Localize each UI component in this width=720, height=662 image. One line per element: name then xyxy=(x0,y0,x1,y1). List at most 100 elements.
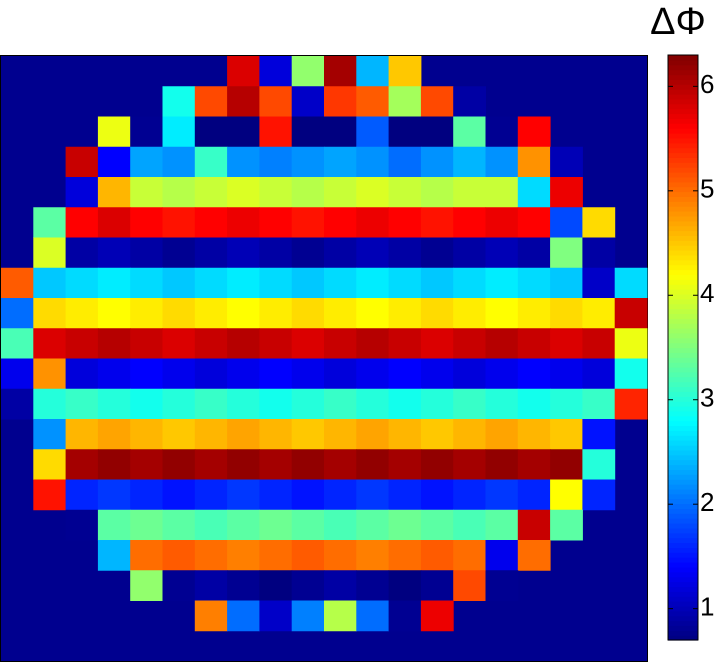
heatmap-cell xyxy=(97,207,131,238)
heatmap-cell xyxy=(130,509,163,541)
heatmap-cell xyxy=(485,146,519,178)
heatmap-cell xyxy=(517,207,551,238)
heatmap-cell xyxy=(291,600,325,632)
heatmap-cell xyxy=(259,237,293,269)
heatmap-cell xyxy=(291,207,325,238)
heatmap-cell xyxy=(388,358,422,390)
colorbar-segment xyxy=(668,347,698,353)
heatmap-cell xyxy=(259,419,293,450)
heatmap-cell xyxy=(97,540,131,571)
heatmap-cell xyxy=(162,570,196,601)
heatmap-cell xyxy=(259,177,293,208)
heatmap-cell xyxy=(1,388,34,420)
heatmap-cell xyxy=(420,267,454,299)
heatmap-cell xyxy=(388,328,422,359)
colorbar-segment xyxy=(668,635,698,641)
colorbar-segment xyxy=(668,323,698,329)
heatmap-cell xyxy=(356,570,390,601)
colorbar-segment xyxy=(668,523,698,529)
colorbar-segment xyxy=(668,245,698,251)
heatmap-cell xyxy=(453,177,486,208)
colorbar-segment xyxy=(668,284,698,290)
heatmap-cell xyxy=(97,388,131,420)
colorbar-segment xyxy=(668,279,698,285)
heatmap-cell xyxy=(550,298,583,329)
heatmap-cell xyxy=(194,358,228,390)
colorbar-segment xyxy=(668,406,698,412)
heatmap-cell xyxy=(324,298,357,329)
heatmap-cell xyxy=(194,388,228,420)
colorbar-segment xyxy=(668,69,698,76)
heatmap-cell xyxy=(453,479,486,511)
heatmap-cell xyxy=(356,298,390,329)
heatmap-cell xyxy=(130,358,163,390)
colorbar-segment xyxy=(668,474,698,480)
heatmap-cell xyxy=(227,570,260,601)
heatmap-cell xyxy=(97,328,131,359)
colorbar-segment xyxy=(668,137,698,144)
heatmap-cell xyxy=(259,540,293,571)
heatmap-cell xyxy=(97,146,131,178)
heatmap-cell xyxy=(550,509,583,541)
heatmap-cell xyxy=(453,570,486,601)
colorbar-segment xyxy=(668,493,698,500)
colorbar-tick-label: 2 xyxy=(700,487,714,517)
heatmap-cell xyxy=(517,388,551,420)
heatmap-cell xyxy=(550,237,583,269)
heatmap-cell xyxy=(420,509,454,541)
colorbar-segment xyxy=(668,337,698,344)
heatmap-cell xyxy=(517,540,551,571)
heatmap-cell xyxy=(388,419,422,450)
heatmap-cell xyxy=(453,388,486,420)
heatmap-cell xyxy=(162,237,196,269)
colorbar-tick-label: 5 xyxy=(700,174,714,204)
colorbar-segment xyxy=(668,211,698,217)
heatmap-cell xyxy=(582,237,616,269)
heatmap-cell xyxy=(65,509,99,541)
heatmap-cell xyxy=(194,267,228,299)
colorbar-segment xyxy=(668,240,698,246)
colorbar-segment xyxy=(668,201,698,207)
colorbar-segment xyxy=(668,396,698,402)
colorbar-segment xyxy=(668,172,698,178)
heatmap-cell xyxy=(194,237,228,269)
heatmap-cell xyxy=(453,449,486,480)
heatmap-cell xyxy=(324,146,357,178)
heatmap-cell xyxy=(485,267,519,299)
heatmap-cell xyxy=(420,86,454,117)
heatmap-cell xyxy=(259,570,293,601)
heatmap-cell xyxy=(388,56,422,87)
heatmap-cell xyxy=(517,146,551,178)
heatmap-cell xyxy=(162,388,196,420)
heatmap-cell xyxy=(614,298,648,329)
heatmap-cell xyxy=(194,146,228,178)
colorbar-segment xyxy=(668,401,698,407)
heatmap-cell xyxy=(517,419,551,450)
heatmap-cell xyxy=(65,207,99,238)
heatmap-cell xyxy=(291,177,325,208)
heatmap-cell xyxy=(485,479,519,511)
heatmap-cell xyxy=(388,267,422,299)
heatmap-cell xyxy=(162,449,196,480)
colorbar-segment xyxy=(668,542,698,548)
heatmap-cell xyxy=(420,328,454,359)
heatmap-cell xyxy=(65,267,99,299)
heatmap-cell xyxy=(517,449,551,480)
colorbar-segment xyxy=(668,459,698,466)
colorbar-segment xyxy=(668,381,698,388)
colorbar-segment xyxy=(668,605,698,612)
colorbar-segment xyxy=(668,532,698,539)
colorbar-segment xyxy=(668,566,698,573)
heatmap-cell xyxy=(453,237,486,269)
heatmap-cell xyxy=(420,540,454,571)
heatmap-cell xyxy=(582,479,616,511)
heatmap-cell xyxy=(356,237,390,269)
colorbar-segment xyxy=(668,469,698,475)
heatmap-cell xyxy=(65,328,99,359)
heatmap-cell xyxy=(130,207,163,238)
heatmap-cell xyxy=(194,449,228,480)
colorbar-segment xyxy=(668,89,698,95)
colorbar-segment xyxy=(668,250,698,256)
heatmap-cell xyxy=(517,358,551,390)
heatmap-cell xyxy=(420,298,454,329)
